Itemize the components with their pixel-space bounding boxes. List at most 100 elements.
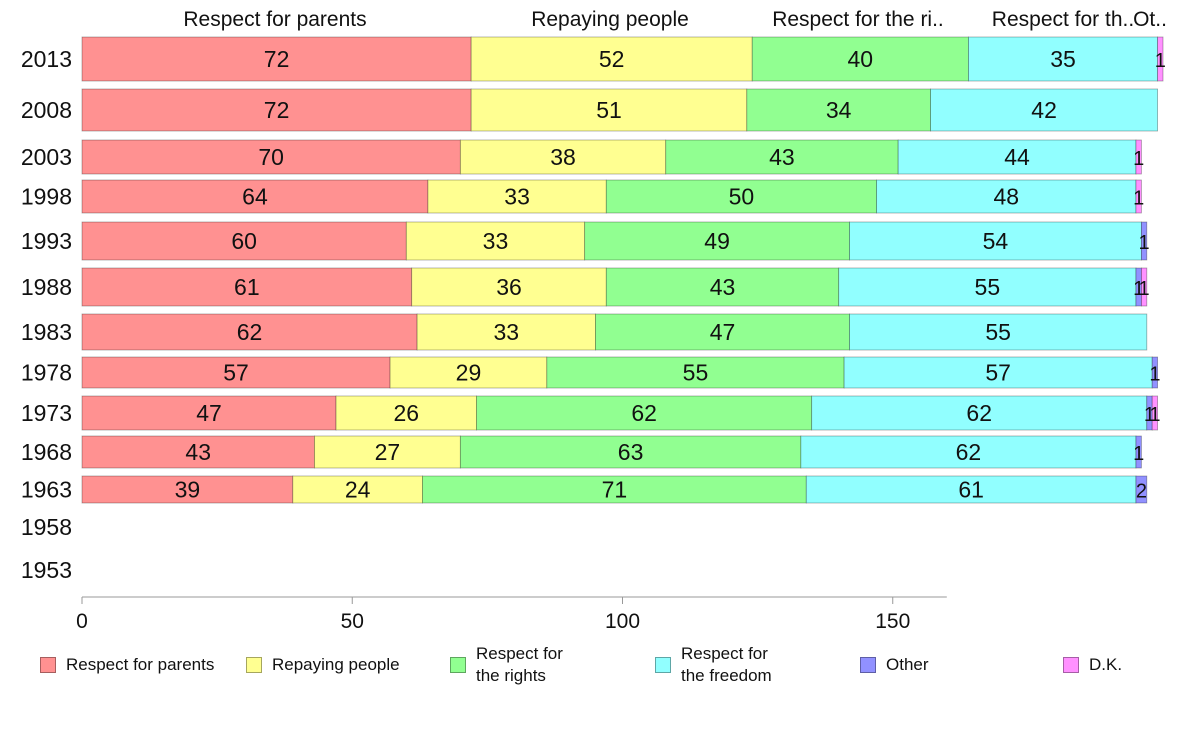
legend-label: Respect for parents	[66, 655, 215, 674]
data-label: 36	[496, 274, 522, 300]
y-axis-labels: 2013 2008 2003 1998 1993 1988 1983 1978 1973 1968…	[21, 46, 72, 583]
data-label: 43	[185, 439, 211, 465]
data-label: 72	[264, 46, 290, 72]
bar-segment	[811, 395, 1148, 431]
bar-segment	[470, 88, 748, 132]
bar-segment	[476, 395, 813, 431]
bar-segment	[1135, 139, 1142, 175]
data-label: 33	[504, 184, 530, 210]
column-header: Respect for th..	[992, 8, 1134, 31]
bar-segment	[81, 435, 315, 469]
x-axis: 0 50 100 150	[76, 596, 947, 633]
bar-segment	[849, 221, 1142, 261]
bar-segment	[930, 88, 1158, 132]
data-label: 63	[618, 439, 644, 465]
bar-segment	[81, 356, 391, 389]
data-label: 64	[242, 184, 268, 210]
bar-segment	[605, 179, 877, 214]
data-label: 1	[1133, 443, 1144, 465]
data-labels: 72 52 40 35 1 72 51 34 42 70 38 43 44 1 64 33 50 48 1 60 33 4…	[175, 46, 1166, 503]
bar-segment	[81, 313, 418, 351]
legend-swatch	[246, 657, 262, 673]
data-label: 57	[223, 360, 249, 386]
bar-segment	[314, 435, 461, 469]
data-label: 70	[258, 144, 284, 170]
data-label: 61	[958, 477, 984, 503]
legend: Respect for parents Repaying people Respec…	[0, 640, 1188, 700]
data-label: 1	[1149, 404, 1160, 426]
bar-segment	[605, 267, 840, 307]
bar-segment	[1157, 36, 1164, 82]
bar-segment	[805, 475, 1137, 504]
column-header: Repaying people	[531, 8, 689, 31]
data-label: 49	[704, 228, 730, 254]
legend-swatch	[450, 657, 466, 673]
x-tick-label: 0	[76, 610, 88, 633]
bar-segment	[335, 395, 477, 431]
category-label: 1973	[21, 400, 72, 426]
bar-segment	[405, 221, 586, 261]
data-label: 50	[729, 184, 755, 210]
bar-segment	[1135, 179, 1142, 214]
data-label: 26	[394, 400, 420, 426]
data-label: 62	[956, 439, 982, 465]
category-label: 1983	[21, 319, 72, 345]
x-tick-label: 100	[605, 610, 640, 633]
bar-segment	[1140, 221, 1148, 261]
data-label: 1	[1155, 50, 1166, 72]
data-label: 1	[1133, 188, 1144, 210]
bar-segment	[81, 475, 294, 504]
legend-label: Repaying people	[272, 655, 400, 674]
category-label: 1953	[21, 557, 72, 583]
legend-label: Other	[886, 655, 929, 674]
bar-segments	[81, 36, 1164, 504]
bar-segment	[897, 139, 1137, 175]
bar-segment	[459, 435, 802, 469]
bar-segment	[416, 313, 596, 351]
bar-segment	[1135, 435, 1142, 469]
x-tick-label: 50	[341, 610, 364, 633]
category-label: 1993	[21, 228, 72, 254]
bar-segment	[81, 221, 407, 261]
data-label: 1	[1133, 148, 1144, 170]
data-label: 60	[231, 228, 257, 254]
column-headers: Respect for parents Repaying people Respec…	[183, 8, 1167, 31]
data-label: 42	[1031, 97, 1057, 123]
bar-segment	[968, 36, 1158, 82]
category-label: 1988	[21, 274, 72, 300]
legend-swatch	[1063, 657, 1079, 673]
bar-segment	[81, 88, 472, 132]
data-label: 39	[175, 477, 201, 503]
column-header: Ot..	[1133, 8, 1167, 31]
data-label: 47	[196, 400, 222, 426]
data-label: 47	[710, 319, 736, 345]
bar-segment	[1140, 267, 1148, 307]
column-header: Respect for the ri..	[772, 8, 944, 31]
category-label: 1998	[21, 184, 72, 210]
bar-segment	[81, 267, 413, 307]
legend-item: Respect for parents	[40, 640, 214, 690]
bar-segment	[746, 88, 931, 132]
bar-segment	[1151, 356, 1158, 389]
legend-item: D.K.	[1063, 640, 1122, 690]
legend-swatch	[860, 657, 876, 673]
bar-segment	[81, 36, 472, 82]
data-label: 52	[599, 46, 625, 72]
data-label: 57	[985, 360, 1011, 386]
data-label: 38	[550, 144, 576, 170]
data-label: 54	[983, 228, 1009, 254]
data-label: 1	[1139, 232, 1150, 254]
bar-segment	[470, 36, 753, 82]
legend-item: Other	[860, 640, 929, 690]
data-label: 29	[456, 360, 482, 386]
data-label: 72	[264, 97, 290, 123]
data-label: 43	[769, 144, 795, 170]
data-label: 48	[993, 184, 1019, 210]
category-label: 2008	[21, 97, 72, 123]
legend-label: Respect for the rights	[476, 644, 563, 685]
data-label: 33	[493, 319, 519, 345]
bar-segment	[751, 36, 969, 82]
category-label: 2003	[21, 144, 72, 170]
data-label: 62	[631, 400, 657, 426]
legend-swatch	[655, 657, 671, 673]
